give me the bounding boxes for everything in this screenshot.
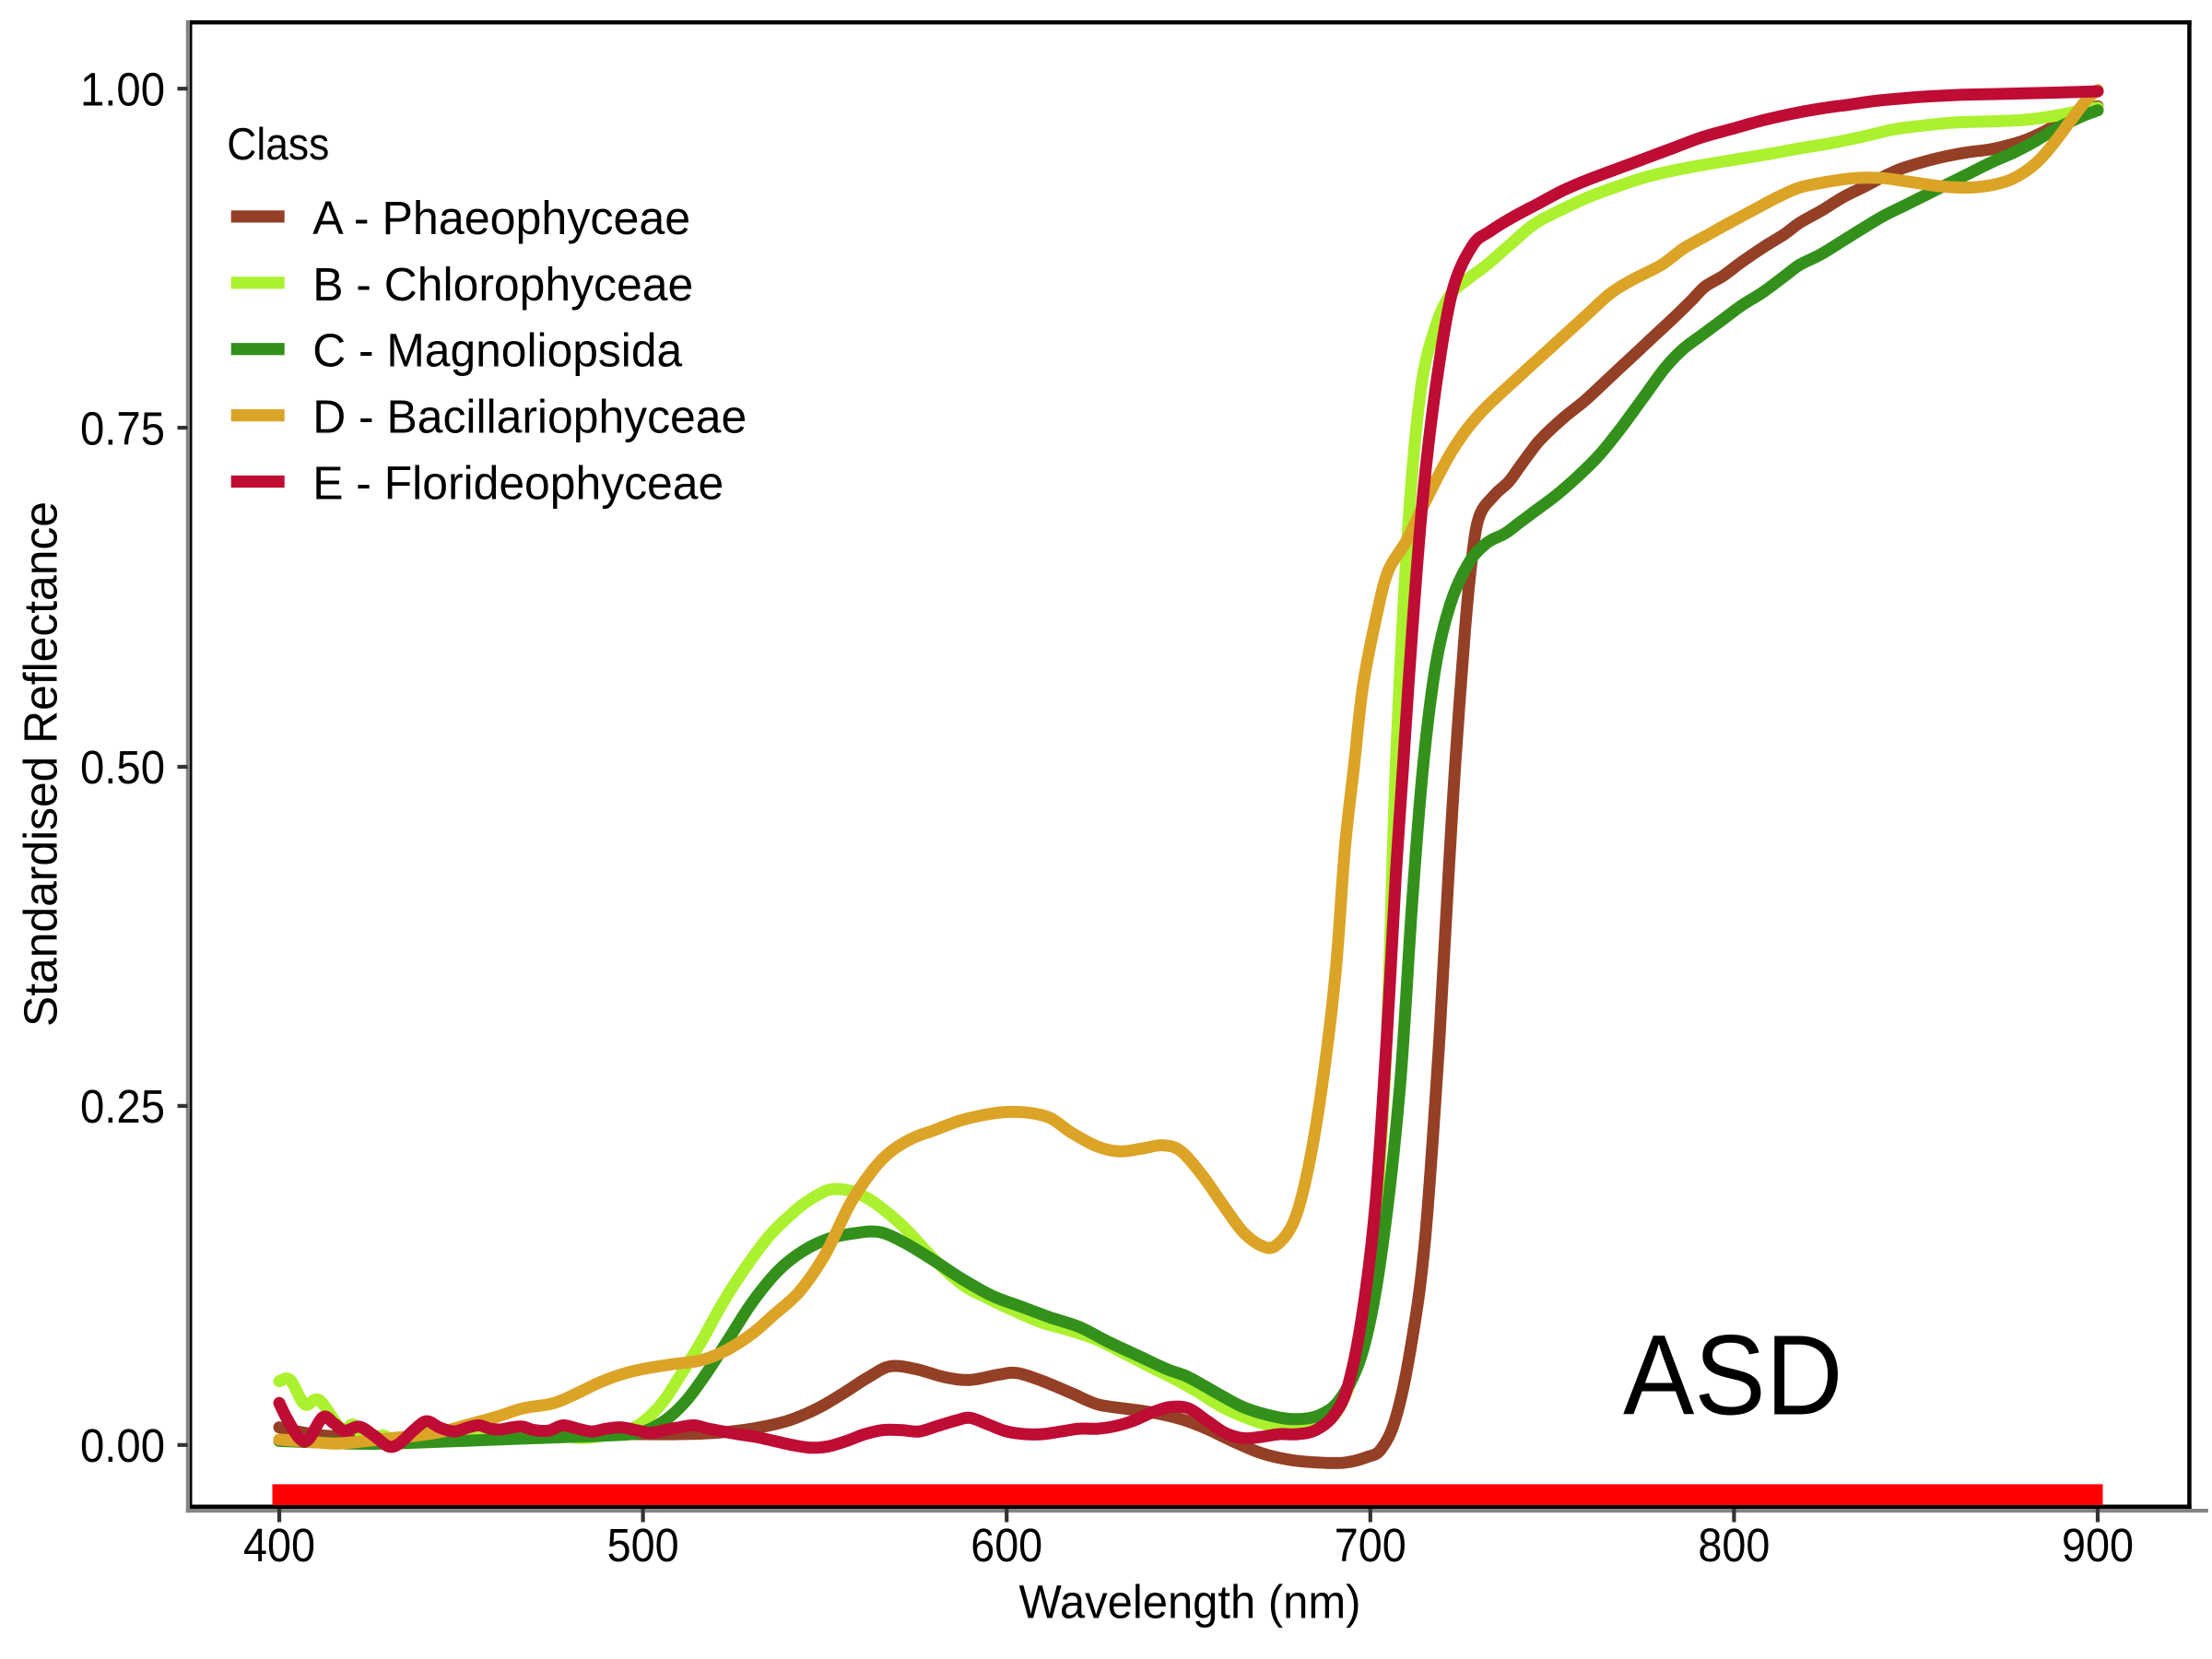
svg-text:400: 400 [243,1519,315,1571]
svg-text:A - Phaeophyceae: A - Phaeophyceae [312,192,690,244]
svg-text:1.00: 1.00 [80,63,165,115]
svg-text:0.50: 0.50 [80,741,165,794]
svg-text:ASD: ASD [1623,1313,1843,1440]
svg-text:0.00: 0.00 [80,1419,165,1472]
svg-text:800: 800 [1698,1519,1770,1571]
svg-text:0.25: 0.25 [80,1080,165,1133]
svg-text:500: 500 [607,1519,679,1571]
svg-text:Standardised Reflectance: Standardised Reflectance [15,501,67,1027]
svg-text:Class: Class [227,120,329,170]
svg-text:B - Chlorophyceae: B - Chlorophyceae [312,258,693,311]
svg-text:900: 900 [2062,1519,2134,1571]
svg-text:0.75: 0.75 [80,402,165,454]
svg-text:D - Bacillariophyceae: D - Bacillariophyceae [312,391,747,443]
svg-text:C - Magnoliopsida: C - Magnoliopsida [312,324,683,377]
svg-text:600: 600 [971,1519,1042,1571]
svg-text:700: 700 [1335,1519,1406,1571]
svg-text:E - Florideophyceae: E - Florideophyceae [312,457,724,510]
svg-text:Wavelength (nm): Wavelength (nm) [1019,1576,1361,1629]
